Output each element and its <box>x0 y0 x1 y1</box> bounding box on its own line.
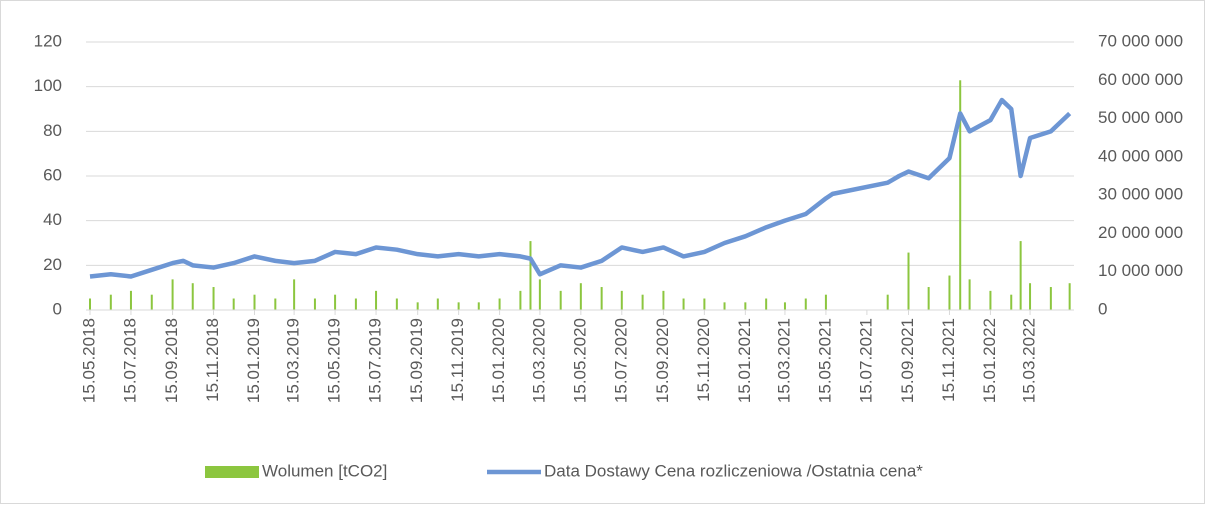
volume-bar <box>1029 283 1032 310</box>
volume-bar <box>232 298 235 310</box>
y2-tick-label: 40 000 000 <box>1098 146 1183 165</box>
volume-bar <box>886 294 889 310</box>
x-tick-label: 15.11.2019 <box>448 318 467 402</box>
volume-bar <box>89 298 91 310</box>
volume-bar <box>538 279 541 310</box>
y-tick-label: 40 <box>43 210 62 229</box>
volume-bar <box>498 298 501 310</box>
x-tick-label: 15.03.2021 <box>774 318 793 403</box>
y2-tick-label: 20 000 000 <box>1098 223 1183 242</box>
y2-tick-label: 60 000 000 <box>1098 70 1183 89</box>
volume-bar <box>150 294 153 310</box>
volume-bar <box>703 298 706 310</box>
y-tick-label: 60 <box>43 165 62 184</box>
y-tick-label: 100 <box>34 76 62 95</box>
volume-bar <box>1068 283 1071 310</box>
volume-bar <box>293 279 296 310</box>
volume-bar <box>1010 294 1013 310</box>
x-tick-label: 15.01.2021 <box>735 318 754 403</box>
volume-bar <box>457 302 460 310</box>
x-tick-label: 15.07.2020 <box>611 318 630 403</box>
legend-swatch <box>205 466 259 478</box>
x-tick-label: 15.03.2020 <box>529 318 548 403</box>
volume-bar <box>783 302 786 310</box>
legend-label: Data Dostawy Cena rozliczeniowa /Ostatni… <box>544 461 923 480</box>
x-tick-label: 15.11.2021 <box>939 318 958 402</box>
x-tick-label: 15.11.2020 <box>694 318 713 402</box>
volume-bar <box>274 298 277 310</box>
x-tick-label: 15.05.2021 <box>815 318 834 403</box>
volume-bar <box>907 252 910 310</box>
volume-bar <box>579 283 582 310</box>
volume-bar <box>620 290 623 310</box>
y2-tick-label: 50 000 000 <box>1098 108 1183 127</box>
y-tick-label: 20 <box>43 255 62 274</box>
x-tick-label: 15.09.2020 <box>653 318 672 403</box>
x-tick-label: 15.01.2022 <box>980 318 999 403</box>
volume-bar <box>519 290 522 310</box>
volume-bar <box>959 80 962 311</box>
volume-bar <box>212 287 215 310</box>
volume-bar <box>354 298 357 310</box>
x-tick-label: 15.07.2018 <box>120 318 139 403</box>
legend-label: Wolumen [tCO2] <box>262 461 387 480</box>
volume-bar <box>682 298 685 310</box>
y2-tick-label: 0 <box>1098 299 1107 318</box>
volume-bar <box>395 298 398 310</box>
y-tick-label: 0 <box>53 299 62 318</box>
volume-bar <box>723 302 726 310</box>
x-tick-label: 15.09.2019 <box>407 318 426 403</box>
volume-bar <box>559 290 562 310</box>
volume-bar <box>1019 241 1022 310</box>
y2-tick-label: 30 000 000 <box>1098 185 1183 204</box>
volume-bar <box>334 294 337 310</box>
volume-bar <box>477 302 480 310</box>
volume-bar <box>191 283 194 310</box>
x-tick-label: 15.05.2019 <box>325 318 344 403</box>
x-tick-label: 15.05.2020 <box>570 318 589 403</box>
y-tick-label: 80 <box>43 121 62 140</box>
price-line <box>89 97 1072 279</box>
volume-bar <box>109 294 112 310</box>
volume-bar <box>927 287 930 310</box>
volume-bar <box>436 298 439 310</box>
volume-bar <box>662 290 665 310</box>
x-tick-label: 15.09.2018 <box>162 318 181 403</box>
volume-bar <box>313 298 316 310</box>
x-tick-label: 15.01.2020 <box>489 318 508 403</box>
x-tick-label: 15.03.2022 <box>1020 318 1039 403</box>
x-tick-label: 15.05.2018 <box>79 318 98 403</box>
y2-tick-label: 70 000 000 <box>1098 31 1183 50</box>
volume-bar <box>529 241 532 310</box>
volume-bar <box>744 302 747 310</box>
volume-bar <box>1049 287 1052 310</box>
volume-bar <box>416 302 419 310</box>
volume-bar <box>989 290 992 310</box>
volume-bar <box>804 298 807 310</box>
x-tick-label: 15.09.2021 <box>898 318 917 403</box>
volume-bar <box>253 294 256 310</box>
x-tick-label: 15.03.2019 <box>284 318 303 403</box>
x-tick-label: 15.01.2019 <box>244 318 263 403</box>
x-tick-label: 15.07.2019 <box>366 318 385 403</box>
volume-bar <box>171 279 174 310</box>
x-tick-label: 15.07.2021 <box>856 318 875 403</box>
volume-bar <box>129 290 132 310</box>
y-tick-label: 120 <box>34 31 62 50</box>
volume-bar <box>375 290 378 310</box>
volume-bar <box>641 294 644 310</box>
y2-tick-label: 10 000 000 <box>1098 261 1183 280</box>
volume-bar <box>824 294 827 310</box>
volume-bar <box>948 275 951 310</box>
x-tick-label: 15.11.2018 <box>203 318 222 402</box>
volume-bar <box>968 279 971 310</box>
volume-bar <box>765 298 768 310</box>
volume-bar <box>600 287 603 310</box>
